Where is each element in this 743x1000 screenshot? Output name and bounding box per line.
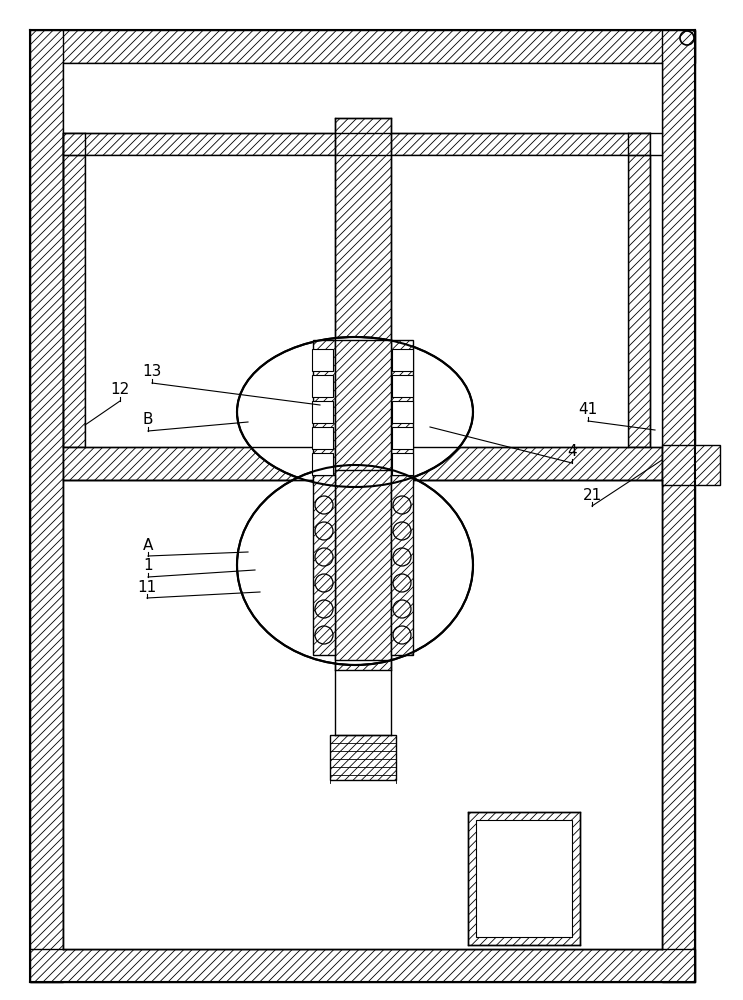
Bar	[312, 375, 333, 397]
Bar	[628, 133, 650, 447]
Bar	[335, 470, 391, 660]
Ellipse shape	[237, 465, 473, 665]
Bar	[392, 375, 413, 397]
Bar	[392, 427, 413, 449]
Text: 13: 13	[143, 364, 162, 379]
Text: 4: 4	[567, 444, 577, 460]
Bar	[313, 340, 335, 484]
Bar	[312, 401, 333, 423]
Text: A: A	[143, 538, 153, 552]
Bar	[391, 475, 413, 655]
Bar	[312, 349, 333, 371]
Bar	[662, 30, 695, 982]
Bar	[63, 133, 85, 447]
Bar	[335, 340, 391, 484]
Text: 21: 21	[583, 488, 602, 502]
Bar	[30, 30, 63, 982]
Text: B: B	[143, 412, 153, 428]
Text: 12: 12	[111, 382, 129, 397]
Bar	[312, 427, 333, 449]
Bar	[392, 349, 413, 371]
Bar	[391, 340, 413, 484]
Bar	[476, 820, 572, 937]
Text: 41: 41	[578, 402, 597, 418]
Ellipse shape	[237, 337, 473, 487]
Bar	[63, 63, 662, 949]
Text: 11: 11	[137, 580, 157, 594]
Bar	[392, 401, 413, 423]
Bar	[63, 447, 662, 480]
Bar	[63, 480, 662, 949]
Bar	[330, 735, 396, 780]
Bar	[85, 155, 628, 447]
Bar	[30, 30, 695, 63]
Bar	[662, 445, 720, 485]
Bar	[63, 133, 650, 155]
Bar	[468, 812, 580, 945]
Bar	[335, 118, 391, 670]
Bar	[30, 949, 695, 982]
Bar	[650, 133, 662, 155]
Text: 1: 1	[143, 558, 153, 574]
Bar	[392, 453, 413, 475]
Bar	[312, 453, 333, 475]
Bar	[313, 475, 335, 655]
